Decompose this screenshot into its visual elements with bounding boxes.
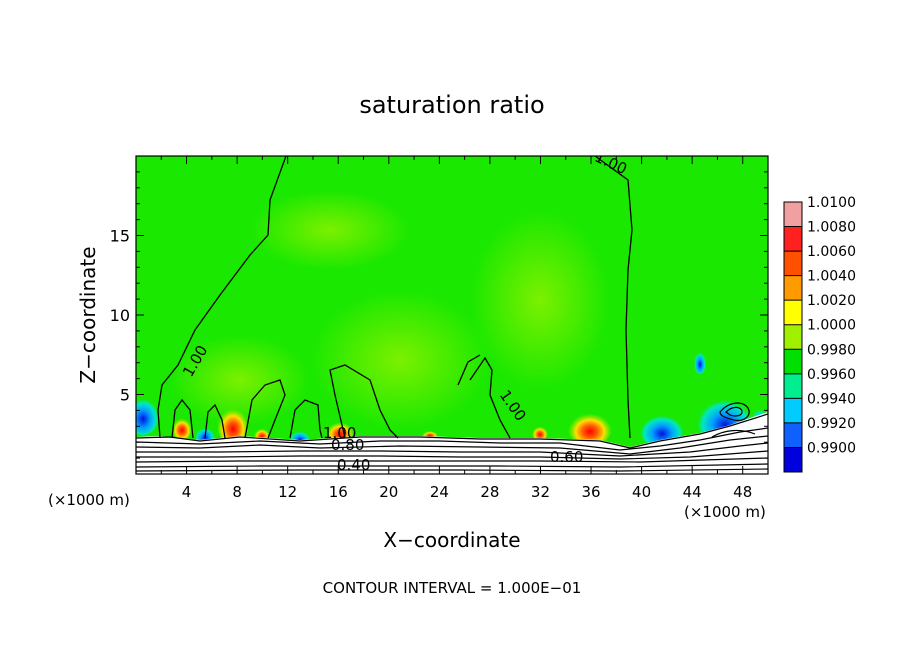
x-tick-label: 24 [430,483,449,501]
x-tick-label: 12 [278,483,297,501]
x-tick-label: 32 [531,483,550,501]
surface-contours [136,402,768,472]
colorbar-label: 0.9980 [807,342,856,358]
light-patch [170,335,310,425]
x-tick-label: 16 [329,483,348,501]
x-unit-left: (×1000 m) [48,491,130,509]
x-axis-label: X−coordinate [383,528,520,552]
light-patch [470,210,610,390]
x-tick-label: 20 [379,483,398,501]
colorbar-label: 0.9960 [807,367,856,383]
colorbar-label: 1.0100 [807,195,856,211]
chart-title: saturation ratio [359,91,544,119]
x-tick-label: 44 [683,483,702,501]
colorbar-label: 1.0060 [807,244,856,260]
y-axis-ticks: 5 10 15 [110,171,768,459]
hot-spot [172,416,192,440]
cold-spot [694,350,706,374]
y-tick-label: 5 [120,386,130,405]
contour-1-00 [157,156,633,439]
contour-label: 0.60 [550,448,583,466]
colorbar: 1.0100 1.0080 1.0060 1.0040 1.0020 1.0000 0.99… [783,195,856,473]
colorbar-swatch [784,447,802,472]
colorbar-swatch [784,226,802,252]
colorbar-swatch [784,349,802,374]
x-tick-label: 48 [733,483,752,501]
colorbar-label: 1.0080 [807,220,856,236]
x-axis-ticks: 4 8 12 16 20 24 28 32 36 40 44 48 [160,156,752,501]
contour-label: 1.00 [323,424,356,442]
y-tick-label: 10 [110,306,130,325]
colorbar-swatch [784,300,802,325]
colorbar-label: 0.9920 [807,416,856,432]
colorbar-label: 1.0040 [807,269,856,285]
colorbar-swatch [784,202,802,227]
y-axis-label: Z−coordinate [76,246,100,383]
x-unit-right: (×1000 m) [684,503,766,521]
x-tick-label: 4 [182,483,192,501]
contour-label: 0.40 [337,456,370,474]
contour-interval-note: CONTOUR INTERVAL = 1.000E−01 [323,579,582,597]
x-tick-label: 28 [480,483,499,501]
hot-spot [532,425,548,441]
colorbar-label: 1.0000 [807,318,856,334]
light-patch [310,290,490,430]
colorbar-label: 1.0020 [807,293,856,309]
colorbar-swatch [784,275,802,301]
contour-label: 0.80 [331,436,364,454]
colorbar-swatch [784,251,802,276]
plot-area: 1.00 1.00 1.00 1.00 0.80 0.40 0.60 [136,156,768,474]
colorbar-swatch [784,398,802,423]
x-tick-label: 36 [581,483,600,501]
colorbar-swatch [784,373,802,399]
colorbar-label: 0.9940 [807,391,856,407]
x-tick-label: 8 [232,483,242,501]
x-tick-label: 40 [632,483,651,501]
colorbar-swatch [784,422,802,448]
colorbar-swatch [784,324,802,350]
colorbar-label: 0.9900 [807,440,856,456]
light-patch [250,190,410,270]
cold-spot [136,395,159,435]
hot-spot [568,410,612,446]
y-tick-label: 15 [110,227,130,246]
